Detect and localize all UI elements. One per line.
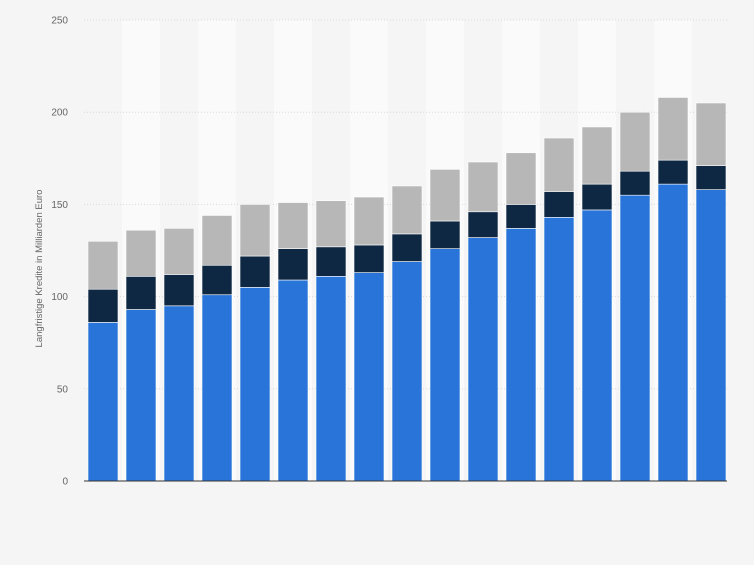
y-axis-ticks: 0 50 100 150 200 250 [51,16,68,488]
y-tick-label: 0 [62,477,68,488]
y-tick-label: 200 [51,108,68,119]
bar-segment-series-1[interactable] [239,287,271,482]
bar-segment-series-2[interactable] [201,264,233,296]
bar-segment-series-1[interactable] [87,322,119,482]
bar-segment-series-2[interactable] [467,211,499,238]
bar-segment-series-3[interactable] [125,229,157,277]
y-tick-label: 100 [51,292,68,303]
bar-segment-series-3[interactable] [695,102,727,166]
bar-segment-series-1[interactable] [619,194,651,482]
bar-segment-series-2[interactable] [391,233,423,262]
bar-segment-series-1[interactable] [429,248,461,482]
bar-segment-series-2[interactable] [657,159,689,185]
bar-segment-series-1[interactable] [277,279,309,482]
bar-segment-series-3[interactable] [505,152,537,205]
bar-segment-series-3[interactable] [353,196,385,246]
bar-segment-series-2[interactable] [239,255,271,288]
bar-segment-series-3[interactable] [87,240,119,290]
bar-segment-series-1[interactable] [543,217,575,482]
bar-segment-series-1[interactable] [695,189,727,482]
bar-segment-series-3[interactable] [391,185,423,235]
bar-segment-series-1[interactable] [163,305,195,482]
bar-segment-series-2[interactable] [87,288,119,323]
bar-segment-series-1[interactable] [391,261,423,482]
bar-segment-series-3[interactable] [657,97,689,161]
bar-segment-series-1[interactable] [581,209,613,482]
bar-segment-series-3[interactable] [277,202,309,249]
bar-segment-series-1[interactable] [125,309,157,482]
y-tick-label: 150 [51,200,68,211]
bar-segment-series-3[interactable] [619,111,651,172]
bar-segment-series-3[interactable] [467,161,499,213]
bar-segment-series-2[interactable] [581,183,613,211]
bar-segment-series-2[interactable] [315,246,347,277]
bar-segment-series-2[interactable] [125,276,157,310]
bar-segment-series-3[interactable] [543,137,575,192]
bar-segment-series-3[interactable] [429,169,461,222]
bar-segment-series-2[interactable] [695,165,727,190]
bar-segment-series-3[interactable] [239,204,271,257]
bar-segment-series-1[interactable] [201,294,233,482]
bar-segment-series-1[interactable] [315,276,347,482]
bar-segment-series-1[interactable] [467,237,499,482]
bars [87,97,727,482]
bar-segment-series-2[interactable] [505,204,537,229]
bar-segment-series-2[interactable] [277,248,309,281]
bar-segment-series-1[interactable] [505,228,537,482]
bar-segment-series-3[interactable] [315,200,347,248]
bar-segment-series-2[interactable] [163,274,195,307]
y-tick-label: 250 [51,16,68,27]
bar-segment-series-2[interactable] [353,244,385,273]
bar-segment-series-3[interactable] [163,228,195,275]
bar-segment-series-1[interactable] [353,272,385,482]
bar-segment-series-2[interactable] [543,191,575,218]
bar-segment-series-2[interactable] [429,220,461,249]
bar-segment-series-3[interactable] [201,215,233,266]
bar-segment-series-3[interactable] [581,126,613,185]
bar-segment-series-1[interactable] [657,183,689,482]
bar-segment-series-2[interactable] [619,170,651,196]
y-axis-title: Langfristige Kredite in Milliarden Euro [34,190,45,348]
y-tick-label: 50 [57,384,69,395]
